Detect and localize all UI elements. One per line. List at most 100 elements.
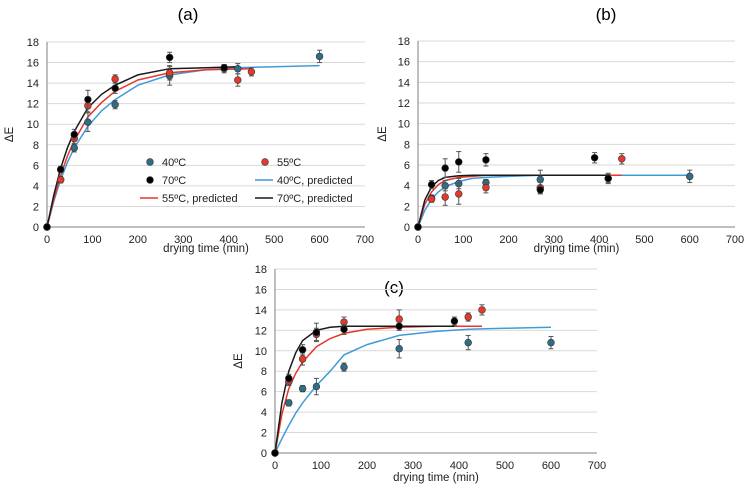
data-point-40-c [315,52,324,61]
data-point-70-c [220,63,228,72]
x-tick-label: 500 [635,234,653,246]
y-tick-label: 0 [404,222,410,234]
y-tick-label: 16 [27,58,39,70]
data-point-70-c [414,223,422,231]
series-line-40-c-predicted [274,326,552,454]
data-point-55-c [441,193,449,201]
panel-a: (a) 0 2 4 6 8 10 12 14 16 18 0 100 200 300 400 500 600 700… [4,5,374,255]
y-tick-label: 12 [255,325,267,337]
x-tick-label: 400 [450,460,468,472]
data-point-70-c [455,158,463,166]
data-point-40-c [84,118,92,126]
data-point-70-c [441,164,449,172]
y-tick-label: 6 [404,160,410,172]
data-point-70-c [271,449,279,457]
legend-entry: 70ºC [162,175,186,187]
panel-label: (a) [178,5,199,24]
data-point-55-c [395,315,403,323]
data-point-70-c [111,84,119,92]
data-point-55-c [298,355,307,363]
y-tick-label: 6 [33,160,39,172]
x-tick-label: 600 [542,460,560,472]
data-point-55-c [482,184,490,192]
data-point-40-c [111,100,119,109]
data-point-70-c [536,186,544,194]
x-tick-label: 0 [272,460,278,472]
y-tick-label: 8 [404,139,410,151]
data-point-40-c [464,338,472,347]
x-tick-label: 200 [358,460,376,472]
x-tick-label: 100 [312,460,330,472]
legend-entry: 40ºC [162,157,186,169]
y-tick-label: 14 [398,77,410,89]
y-tick-label: 4 [33,181,39,193]
y-tick-label: 2 [404,201,410,213]
legend-entry: 55ºC [277,157,301,169]
y-tick-label: 12 [27,99,39,111]
y-tick-label: 4 [261,407,267,419]
data-point-70-c [482,156,490,164]
data-point-70-c [84,95,92,104]
y-axis-title: ΔE [233,353,245,369]
data-point-40-c [686,172,694,181]
data-point-40-c [234,65,242,73]
y-tick-label: 14 [27,78,39,90]
data-point-70-c [395,322,403,330]
y-tick-label: 10 [398,119,410,131]
x-tick-label: 500 [496,460,514,472]
x-tick-label: 300 [174,234,192,246]
data-point-55-c [464,313,472,321]
data-point-70-c [312,328,321,337]
legend-marker-swatch [146,176,154,184]
x-tick-label: 200 [129,234,147,246]
y-tick-label: 10 [255,346,267,358]
data-point-55-c [111,75,119,83]
data-point-70-c [450,317,459,325]
x-tick-label: 700 [588,460,606,472]
x-tick-label: 0 [415,234,421,246]
series-line-70-c-predicted [417,174,609,228]
x-tick-label: 500 [265,234,283,246]
x-tick-label: 300 [404,460,422,472]
x-axis-title: drying time (min) [163,243,249,255]
x-tick-label: 600 [681,234,699,246]
x-tick-label: 700 [726,234,744,246]
y-axis-title: ΔE [4,126,16,142]
data-point-70-c [427,180,436,189]
data-point-70-c [298,346,307,354]
data-point-40-c [395,345,403,353]
x-tick-label: 600 [310,234,328,246]
data-point-40-c [547,338,555,347]
y-tick-label: 4 [404,181,410,193]
data-point-70-c [590,154,599,162]
y-tick-label: 10 [27,119,39,131]
panel-label: (b) [596,5,617,24]
data-point-40-c [285,399,293,407]
data-point-40-c [340,363,348,371]
legend-entry: 55ºC, predicted [162,193,238,205]
y-tick-label: 16 [398,57,410,69]
data-point-40-c [312,382,321,391]
y-tick-label: 0 [33,222,39,234]
data-point-55-c [247,68,256,76]
y-tick-label: 0 [261,448,267,460]
data-point-40-c [70,144,78,152]
data-point-70-c [70,130,78,139]
y-tick-label: 18 [398,36,410,48]
legend-entry: 70ºC, predicted [277,193,353,205]
x-axis-title: drying time (min) [393,472,479,484]
y-tick-label: 14 [255,305,267,317]
data-point-55-c [234,76,242,84]
legend-entry: 40ºC, predicted [277,175,353,187]
y-tick-label: 8 [33,140,39,152]
legend-marker-swatch [261,158,269,166]
y-tick-label: 8 [261,366,267,378]
legend-marker-swatch [146,158,154,166]
data-point-70-c [285,374,293,383]
data-point-40-c [298,384,307,393]
data-point-70-c [604,174,612,183]
data-point-55-c [478,306,486,314]
data-point-40-c [536,175,544,184]
x-tick-label: 100 [454,234,472,246]
legend: 40ºC 55ºC 70ºC 40ºC, predicted 55ºC, predict… [140,157,353,205]
